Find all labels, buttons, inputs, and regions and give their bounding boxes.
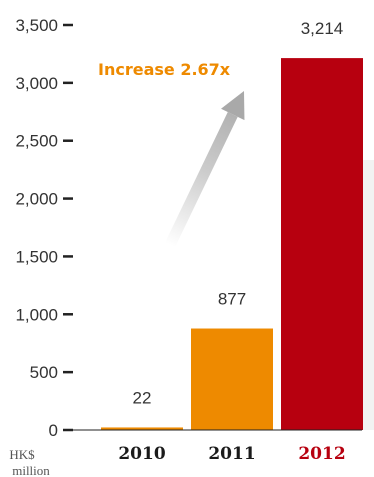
y-tick-label: 1,500	[15, 247, 58, 266]
bar-2011	[191, 328, 273, 430]
y-tick-label: 1,000	[15, 305, 58, 324]
bar-2012	[281, 58, 363, 430]
y-tick-label: 3,000	[15, 74, 58, 93]
unit-label-scale: million	[12, 463, 50, 477]
y-axis: 0 500 1,000 1,500 2,000 2,500 3,000 3,500	[15, 16, 73, 440]
value-label-2012: 3,214	[301, 19, 344, 38]
category-label-2010: 2010	[118, 444, 165, 464]
value-label-2011: 877	[218, 290, 246, 309]
bars	[101, 58, 363, 430]
y-tick-label: 0	[49, 421, 58, 440]
value-label-2010: 22	[133, 388, 152, 407]
y-tick-label: 2,000	[15, 190, 58, 209]
increase-arrow	[165, 91, 245, 248]
unit-label-currency: HK$	[9, 447, 35, 462]
increase-arrow-head	[221, 91, 245, 121]
y-tick-label: 2,500	[15, 132, 58, 151]
increase-annotation: Increase 2.67x	[98, 60, 231, 79]
increase-arrow-shaft	[165, 112, 238, 248]
bar-2010	[101, 427, 183, 430]
value-labels: 22 877 3,214	[133, 19, 344, 407]
background-strip	[362, 160, 374, 430]
category-labels: 2010 2011 2012	[118, 444, 345, 464]
category-label-2012: 2012	[298, 444, 345, 464]
category-label-2011: 2011	[208, 444, 255, 464]
y-tick-label: 3,500	[15, 16, 58, 35]
y-tick-label: 500	[30, 363, 58, 382]
